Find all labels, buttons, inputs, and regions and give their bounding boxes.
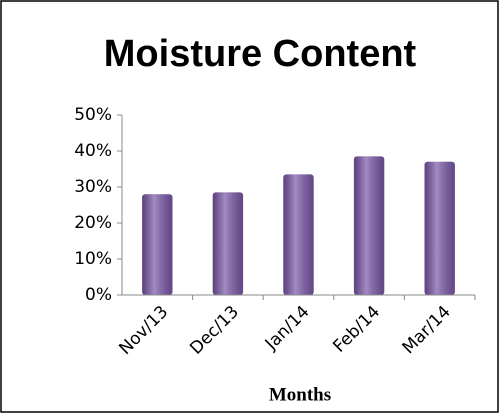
y-tick-label: 0%: [85, 285, 112, 305]
y-tick-label: 20%: [74, 213, 112, 233]
bar-shine: [353, 156, 385, 295]
bar-shine: [142, 194, 173, 295]
bar-shine: [283, 174, 314, 295]
y-tick-label: 40%: [74, 141, 112, 161]
bar-shine: [424, 161, 455, 295]
bar-shine: [212, 192, 244, 295]
y-tick-label: 10%: [74, 249, 112, 269]
x-axis-label: Months: [269, 384, 331, 405]
y-tick-label: 30%: [74, 177, 112, 197]
y-tick-label: 50%: [74, 105, 112, 125]
chart-title: Moisture Content: [104, 33, 417, 75]
